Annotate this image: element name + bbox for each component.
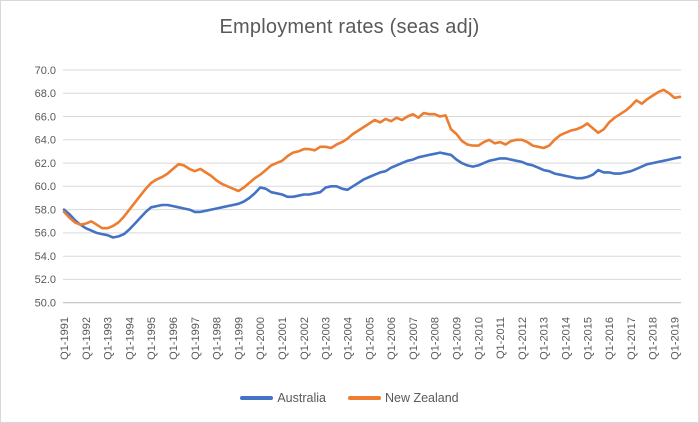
y-tick-label: 68.0 xyxy=(35,88,56,100)
y-tick-label: 56.0 xyxy=(35,228,56,240)
x-tick-label: Q1-2018 xyxy=(648,317,660,360)
x-tick-label: Q1-2010 xyxy=(473,317,485,360)
x-tick-label: Q1-1992 xyxy=(81,317,93,360)
x-tick-label: Q1-2012 xyxy=(517,317,529,360)
x-tick-label: Q1-2004 xyxy=(343,317,355,360)
x-tick-label: Q1-2016 xyxy=(604,317,616,360)
x-tick-label: Q1-2009 xyxy=(452,317,464,360)
y-tick-label: 60.0 xyxy=(35,181,56,193)
x-tick-label: Q1-2008 xyxy=(430,317,442,360)
x-tick-label: Q1-1994 xyxy=(124,317,136,360)
y-tick-label: 62.0 xyxy=(35,158,56,170)
y-tick-label: 66.0 xyxy=(35,111,56,123)
legend-line-new-zealand-icon xyxy=(347,396,381,400)
x-tick-label: Q1-2013 xyxy=(539,317,551,360)
x-tick-label: Q1-2005 xyxy=(364,317,376,360)
legend-label-australia: Australia xyxy=(277,391,326,405)
chart-legend: Australia New Zealand xyxy=(1,390,698,406)
x-tick-label: Q1-2019 xyxy=(670,317,682,360)
chart-title[interactable]: Employment rates (seas adj) xyxy=(219,16,480,38)
y-tick-label: 54.0 xyxy=(35,251,56,263)
x-tick-label: Q1-1999 xyxy=(233,317,245,360)
y-tick-label: 64.0 xyxy=(35,135,56,147)
x-tick-label: Q1-2015 xyxy=(582,317,594,360)
x-tick-label: Q1-2002 xyxy=(299,317,311,360)
x-tick-label: Q1-1991 xyxy=(59,317,71,360)
chart-line-new-zealand[interactable] xyxy=(62,88,682,230)
legend-line-australia-icon xyxy=(240,396,274,400)
x-tick-label: Q1-1993 xyxy=(103,317,115,360)
legend-item-australia[interactable]: Australia xyxy=(240,391,326,405)
x-tick-label: Q1-2011 xyxy=(495,317,507,359)
x-tick-label: Q1-1998 xyxy=(212,317,224,360)
y-tick-label: 52.0 xyxy=(35,274,56,286)
chart-line-australia[interactable] xyxy=(62,151,682,239)
x-tick-label: Q1-1997 xyxy=(190,317,202,360)
x-tick-label: Q1-1996 xyxy=(168,317,180,360)
legend-label-new-zealand: New Zealand xyxy=(384,391,459,405)
x-tick-label: Q1-2003 xyxy=(321,317,333,360)
legend-item-new-zealand[interactable]: New Zealand xyxy=(347,391,459,405)
x-tick-label: Q1-2006 xyxy=(386,317,398,360)
y-tick-label: 70.0 xyxy=(35,65,56,77)
y-tick-label: 58.0 xyxy=(35,204,56,216)
x-tick-label: Q1-2000 xyxy=(255,317,267,360)
y-tick-label: 50.0 xyxy=(35,298,56,310)
x-tick-label: Q1-2001 xyxy=(277,317,289,360)
x-tick-label: Q1-1995 xyxy=(146,317,158,360)
x-tick-label: Q1-2007 xyxy=(408,317,420,360)
x-tick-label: Q1-2017 xyxy=(626,317,638,360)
x-tick-label: Q1-2014 xyxy=(561,317,573,360)
